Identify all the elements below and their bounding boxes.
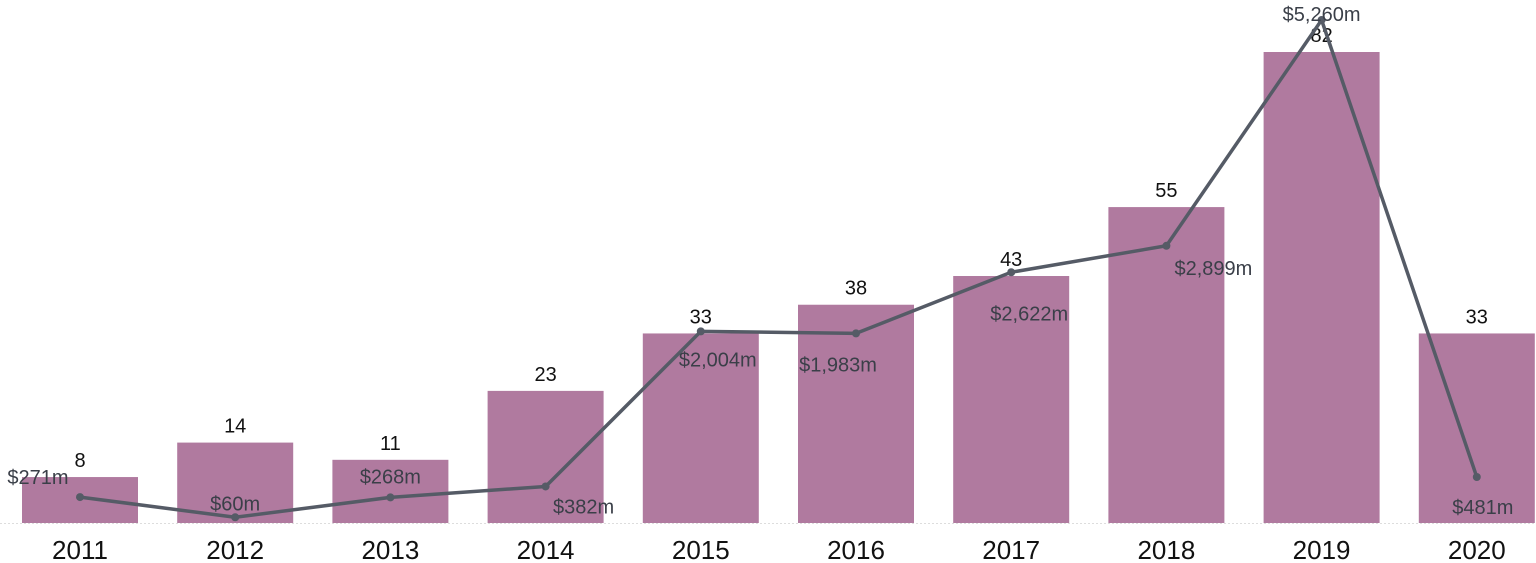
x-tick-label: 2011 (52, 535, 108, 563)
bar-value-label: 14 (224, 416, 246, 438)
x-tick-label: 2019 (1293, 535, 1351, 563)
line-point (386, 493, 395, 502)
line-point (696, 327, 705, 336)
x-tick-label: 2018 (1137, 535, 1195, 563)
x-tick-label: 2015 (672, 535, 730, 563)
bar-value-label: 33 (1466, 306, 1488, 328)
bar (798, 304, 914, 523)
bar (1263, 52, 1380, 523)
line-value-label: $382m (553, 496, 614, 518)
line-point (1162, 241, 1171, 250)
x-tick-label: 2013 (361, 535, 419, 563)
bar-value-label: 33 (690, 306, 712, 328)
bar-value-label: 38 (845, 278, 867, 300)
line-value-label: $2,004m (679, 349, 757, 371)
x-tick-label: 2016 (827, 535, 885, 563)
bar-value-label: 43 (1000, 249, 1022, 271)
line-value-label: $2,899m (1174, 258, 1252, 280)
line-value-label: $481m (1452, 497, 1513, 519)
bar (642, 333, 759, 523)
bar-value-label: 11 (380, 433, 401, 455)
line-value-label: $60m (210, 493, 260, 515)
line-point (231, 513, 240, 522)
bar (487, 390, 604, 523)
bar-value-label: 8 (74, 450, 85, 472)
line-value-label: $1,983m (799, 354, 877, 376)
line-series (79, 18, 1479, 520)
x-tick-label: 2014 (517, 535, 575, 563)
line-point (76, 493, 84, 502)
bar-value-label: 23 (534, 364, 556, 386)
bar (332, 459, 449, 523)
line-point (1317, 16, 1326, 24)
line-point (541, 482, 550, 491)
bar (953, 276, 1070, 523)
line-value-label: $271m (7, 467, 68, 489)
bar (1108, 207, 1225, 523)
x-tick-label: 2012 (206, 535, 264, 563)
line-value-label: $2,622m (990, 303, 1068, 325)
line-point (1472, 473, 1481, 482)
bar (177, 442, 294, 523)
line-point (852, 329, 860, 338)
x-tick-label: 2017 (982, 535, 1040, 563)
line-point (1007, 268, 1016, 277)
x-tick-label: 2020 (1448, 535, 1506, 563)
line-value-label: $268m (360, 466, 421, 488)
line-value-label: $5,260m (1283, 4, 1361, 26)
bar-value-label: 55 (1155, 180, 1177, 202)
